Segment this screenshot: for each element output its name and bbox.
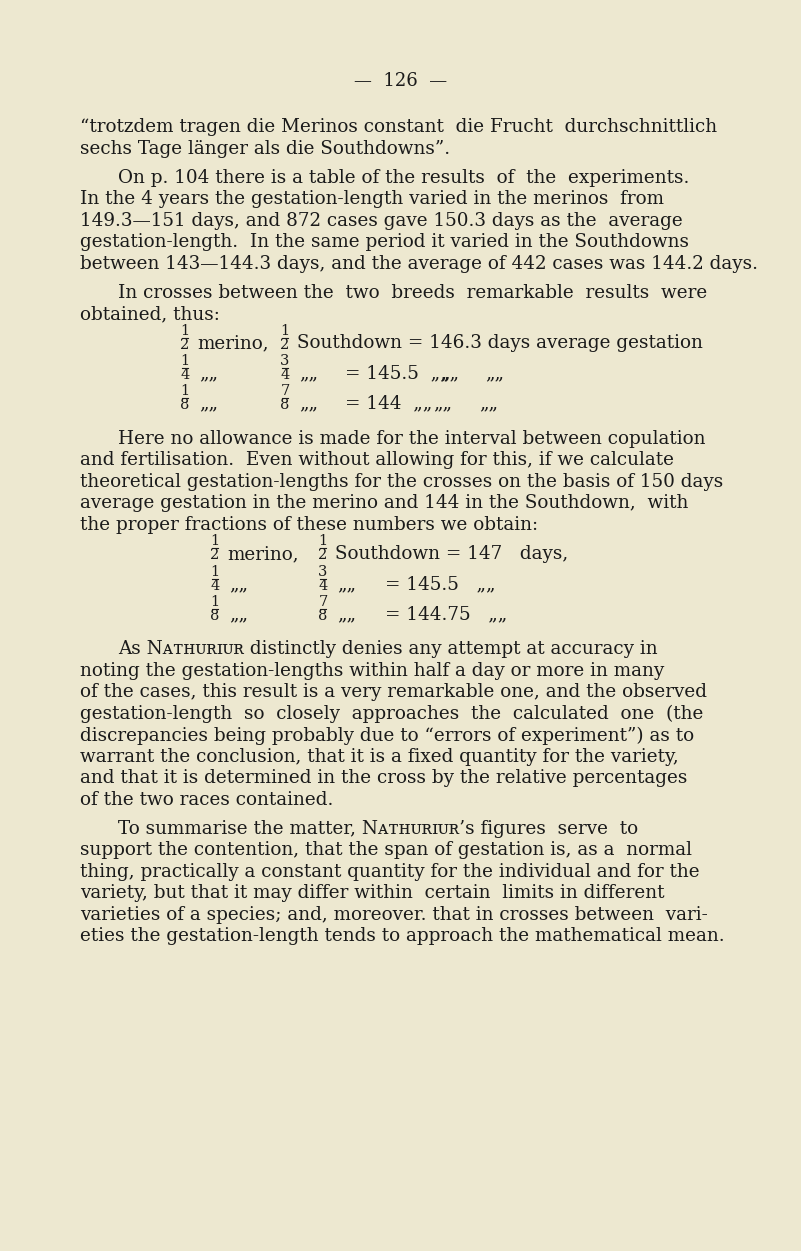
Text: 4: 4 (211, 578, 219, 593)
Text: 149.3—151 days, and 872 cases gave 150.3 days as the  average: 149.3—151 days, and 872 cases gave 150.3… (80, 211, 682, 229)
Text: = 145.5  „„: = 145.5 „„ (345, 364, 449, 383)
Text: „„: „„ (229, 575, 248, 593)
Text: 1: 1 (211, 564, 219, 578)
Text: „„: „„ (433, 394, 452, 413)
Text: and fertilisation.  Even without allowing for this, if we calculate: and fertilisation. Even without allowing… (80, 452, 674, 469)
Text: „„: „„ (299, 364, 318, 383)
Text: 4: 4 (280, 368, 290, 382)
Text: On p. 104 there is a table of the results  of  the  experiments.: On p. 104 there is a table of the result… (118, 169, 690, 186)
Text: „„: „„ (199, 364, 218, 383)
Text: „„: „„ (199, 394, 218, 413)
Text: „„: „„ (337, 605, 356, 623)
Text: thing, practically a constant quantity for the individual and for the: thing, practically a constant quantity f… (80, 863, 699, 881)
Text: 4: 4 (318, 578, 328, 593)
Text: 1: 1 (211, 594, 219, 609)
Text: „„: „„ (229, 605, 248, 623)
Text: „„: „„ (479, 394, 498, 413)
Text: = 144  „„: = 144 „„ (345, 394, 433, 413)
Text: „„: „„ (440, 364, 459, 383)
Text: 8: 8 (211, 609, 219, 623)
Text: = 144.75   „„: = 144.75 „„ (385, 605, 507, 623)
Text: warrant the conclusion, that it is a fixed quantity for the variety,: warrant the conclusion, that it is a fix… (80, 748, 678, 766)
Text: 1: 1 (211, 534, 219, 548)
Text: gestation-length  so  closely  approaches  the  calculated  one  (the: gestation-length so closely approaches t… (80, 706, 703, 723)
Text: 8: 8 (180, 398, 190, 412)
Text: 8: 8 (280, 398, 290, 412)
Text: 1: 1 (180, 384, 190, 398)
Text: merino,: merino, (197, 334, 268, 353)
Text: average gestation in the merino and 144 in the Southdown,  with: average gestation in the merino and 144 … (80, 494, 688, 512)
Text: In the 4 years the gestation-length varied in the merinos  from: In the 4 years the gestation-length vari… (80, 190, 664, 208)
Text: sechs Tage länger als die Southdowns”.: sechs Tage länger als die Southdowns”. (80, 140, 450, 158)
Text: As Nᴀᴛʜᴜʀɪᴜʀ distinctly denies any attempt at accuracy in: As Nᴀᴛʜᴜʀɪᴜʀ distinctly denies any attem… (118, 641, 658, 658)
Text: between 143—144.3 days, and the average of 442 cases was 144.2 days.: between 143—144.3 days, and the average … (80, 254, 758, 273)
Text: 7: 7 (280, 384, 290, 398)
Text: —  126  —: — 126 — (354, 73, 447, 90)
Text: 2: 2 (211, 548, 219, 563)
Text: Here no allowance is made for the interval between copulation: Here no allowance is made for the interv… (118, 430, 706, 448)
Text: Southdown = 147   days,: Southdown = 147 days, (335, 545, 568, 563)
Text: 1: 1 (180, 324, 190, 338)
Text: 3: 3 (280, 354, 290, 368)
Text: eties the gestation-length tends to approach the mathematical mean.: eties the gestation-length tends to appr… (80, 927, 725, 946)
Text: 7: 7 (318, 594, 328, 609)
Text: of the two races contained.: of the two races contained. (80, 791, 333, 809)
Text: discrepancies being probably due to “errors of experiment”) as to: discrepancies being probably due to “err… (80, 727, 694, 744)
Text: 3: 3 (318, 564, 328, 578)
Text: „„: „„ (485, 364, 504, 383)
Text: „„: „„ (337, 575, 356, 593)
Text: Southdown = 146.3 days average gestation: Southdown = 146.3 days average gestation (297, 334, 702, 353)
Text: theoretical gestation-lengths for the crosses on the basis of 150 days: theoretical gestation-lengths for the cr… (80, 473, 723, 490)
Text: To summarise the matter, Nᴀᴛʜᴜʀɪᴜʀ’s figures  serve  to: To summarise the matter, Nᴀᴛʜᴜʀɪᴜʀ’s fig… (118, 819, 638, 838)
Text: variety, but that it may differ within  certain  limits in different: variety, but that it may differ within c… (80, 884, 665, 902)
Text: = 145.5   „„: = 145.5 „„ (385, 575, 496, 593)
Text: of the cases, this result is a very remarkable one, and the observed: of the cases, this result is a very rema… (80, 683, 707, 702)
Text: varieties of a species; and, moreover. that in crosses between  vari-: varieties of a species; and, moreover. t… (80, 906, 708, 924)
Text: obtained, thus:: obtained, thus: (80, 305, 220, 323)
Text: the proper fractions of these numbers we obtain:: the proper fractions of these numbers we… (80, 515, 538, 534)
Text: gestation-length.  In the same period it varied in the Southdowns: gestation-length. In the same period it … (80, 233, 689, 251)
Text: In crosses between the  two  breeds  remarkable  results  were: In crosses between the two breeds remark… (118, 284, 707, 301)
Text: noting the gestation-lengths within half a day or more in many: noting the gestation-lengths within half… (80, 662, 664, 681)
Text: support the contention, that the span of gestation is, as a  normal: support the contention, that the span of… (80, 842, 692, 859)
Text: 1: 1 (280, 324, 290, 338)
Text: 8: 8 (318, 609, 328, 623)
Text: and that it is determined in the cross by the relative percentages: and that it is determined in the cross b… (80, 769, 687, 787)
Text: “trotzdem tragen die Merinos constant  die Frucht  durchschnittlich: “trotzdem tragen die Merinos constant di… (80, 118, 717, 136)
Text: 1: 1 (319, 534, 328, 548)
Text: 2: 2 (318, 548, 328, 563)
Text: 2: 2 (180, 338, 190, 352)
Text: 2: 2 (280, 338, 290, 352)
Text: „„: „„ (299, 394, 318, 413)
Text: merino,: merino, (227, 545, 299, 563)
Text: 1: 1 (180, 354, 190, 368)
Text: 4: 4 (180, 368, 190, 382)
